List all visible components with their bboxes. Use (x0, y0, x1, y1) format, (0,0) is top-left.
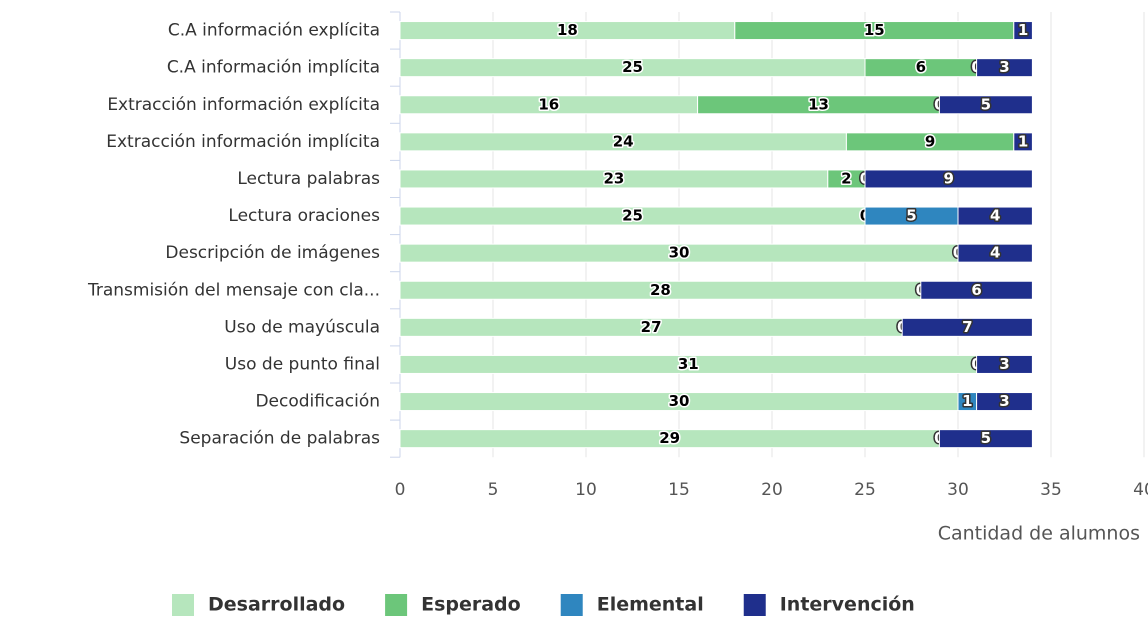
value-label: 3 (999, 58, 1009, 76)
value-label: 5 (981, 429, 991, 447)
bar-segment (976, 392, 1033, 412)
bar-segment (1013, 132, 1033, 152)
x-axis-title: Cantidad de alumnos (938, 523, 1140, 545)
x-tick-label: 0 (395, 480, 406, 500)
bar-segment (901, 317, 1033, 337)
category-label: Lectura oraciones (228, 206, 380, 226)
bar-segment (938, 95, 1033, 115)
legend-swatch (172, 594, 194, 616)
value-label: 30 (669, 392, 690, 410)
value-label: 23 (603, 169, 624, 187)
category-label: Uso de mayúscula (224, 317, 380, 337)
value-label: 9 (943, 169, 953, 187)
category-label: Uso de punto final (225, 354, 380, 374)
category-label: Descripción de imágenes (165, 243, 380, 263)
x-tick-label: 25 (854, 480, 876, 500)
value-label: 6 (971, 281, 981, 299)
value-label: 6 (916, 58, 926, 76)
value-label: 30 (669, 244, 690, 262)
value-label: 25 (622, 207, 643, 225)
bar-segment (976, 354, 1033, 374)
value-label: 3 (999, 392, 1009, 410)
value-label: 25 (622, 58, 643, 76)
bar-segment (976, 58, 1033, 78)
value-label: 3 (999, 355, 1009, 373)
value-label: 28 (650, 281, 671, 299)
category-label: C.A información explícita (168, 21, 380, 41)
value-label: 5 (981, 95, 991, 113)
legend-swatch (385, 594, 408, 616)
bar-segment (864, 169, 1033, 189)
value-label: 27 (641, 318, 662, 336)
value-label: 1 (1018, 21, 1028, 39)
x-tick-label: 10 (575, 480, 597, 500)
bar-segment (957, 243, 1033, 263)
value-label: 9 (925, 132, 935, 150)
category-label: Decodificación (255, 392, 380, 412)
bar-segment (957, 206, 1033, 226)
value-label: 24 (613, 132, 634, 150)
value-label: 31 (678, 355, 699, 373)
value-label: 7 (962, 318, 972, 336)
value-label: 29 (659, 429, 680, 447)
value-label: 18 (557, 21, 578, 39)
legend-label: Intervención (780, 594, 915, 616)
value-label: 16 (538, 95, 559, 113)
value-label: 2 (841, 169, 851, 187)
x-tick-label: 40 (1133, 480, 1148, 500)
value-label: 4 (990, 207, 1000, 225)
x-tick-label: 20 (761, 480, 783, 500)
category-label: C.A información implícita (167, 58, 380, 78)
value-label: 15 (864, 21, 885, 39)
category-label: Extracción información implícita (106, 132, 380, 152)
bar-segment (1013, 21, 1033, 41)
legend-label: Elemental (597, 594, 704, 616)
value-label: 4 (990, 244, 1000, 262)
legend-label: Desarrollado (208, 594, 345, 616)
x-tick-label: 15 (668, 480, 690, 500)
value-label: 1 (962, 392, 972, 410)
category-label: Separación de palabras (179, 429, 380, 449)
x-tick-label: 5 (488, 480, 499, 500)
x-tick-label: 30 (947, 480, 969, 500)
category-label: Extracción información explícita (107, 95, 380, 115)
legend-swatch (743, 594, 766, 616)
value-label: 5 (906, 207, 916, 225)
value-label: 13 (808, 95, 829, 113)
bar-segment (920, 280, 1033, 300)
bar-segment (938, 429, 1033, 449)
x-tick-label: 35 (1040, 480, 1062, 500)
category-label: Transmisión del mensaje con cla... (87, 280, 380, 300)
value-label: 1 (1018, 132, 1028, 150)
legend-label: Esperado (421, 594, 521, 616)
legend-swatch (560, 594, 583, 616)
category-label: Lectura palabras (237, 169, 380, 189)
